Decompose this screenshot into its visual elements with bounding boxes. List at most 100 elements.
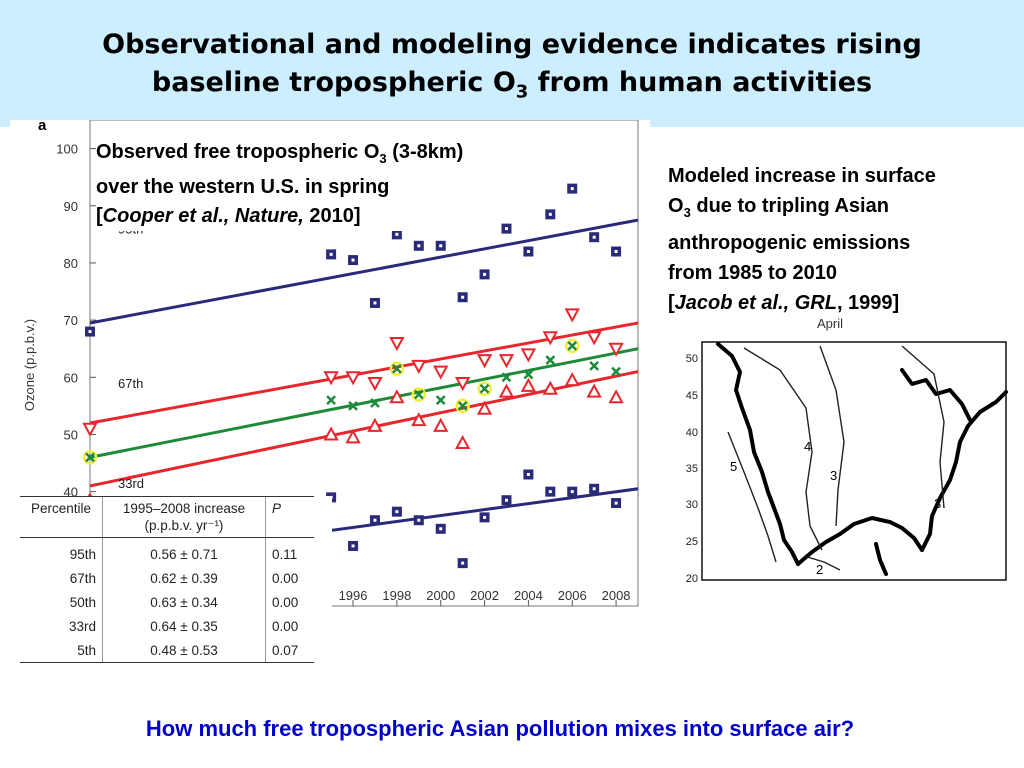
- panel-label: a: [38, 120, 47, 134]
- table-row: 95th 0.56 ± 0.71 0.11: [20, 537, 314, 566]
- data-point-33rd: [433, 417, 449, 432]
- x-tick-label: 2004: [514, 588, 543, 603]
- data-point-50th: [370, 398, 380, 408]
- data-point-center: [439, 244, 443, 248]
- data-point-67th: [520, 348, 537, 363]
- trend-line-50th: [89, 347, 639, 459]
- table-header-row: Percentile 1995–2008 increase (p.p.b.v. …: [20, 496, 314, 538]
- table-header-p: P: [265, 496, 314, 538]
- chart-caption-line-3: [Cooper et al., Nature, 2010]: [96, 202, 463, 231]
- x-tick-label: 1998: [382, 588, 411, 603]
- data-point-33rd: [345, 429, 361, 444]
- data-point-67th: [345, 371, 361, 386]
- data-point-50th: [611, 366, 621, 377]
- data-point-33rd: [608, 389, 624, 404]
- map-coastlines: [716, 342, 1008, 576]
- data-point-50th: [435, 395, 446, 406]
- data-point-33rd: [542, 380, 559, 395]
- table-cell-p: 0.00: [265, 614, 314, 638]
- data-point-center: [483, 272, 487, 276]
- data-point-center: [592, 487, 596, 491]
- trend-line-67th: [89, 321, 639, 425]
- data-point-center: [483, 515, 487, 519]
- table-header-p-text: P: [272, 501, 282, 516]
- y-tick-label: 70: [64, 313, 78, 328]
- data-point-50th: [545, 355, 556, 366]
- table-header-percentile: Percentile: [20, 496, 103, 538]
- data-point-67th: [564, 308, 580, 323]
- data-point-33rd: [498, 383, 515, 398]
- chart-caption-citation: Cooper et al., Nature,: [102, 205, 304, 227]
- data-point-ring: [411, 387, 427, 402]
- data-point-center: [373, 301, 377, 305]
- map-ytick-label: 30: [686, 499, 698, 511]
- title-line-2: baseline tropospheric O3 from human acti…: [0, 64, 1024, 111]
- data-point-50th: [391, 363, 402, 374]
- title-text-b: from human activities: [528, 67, 873, 98]
- contour-line: [803, 555, 841, 571]
- trend-table-panel: Percentile 1995–2008 increase (p.p.b.v. …: [20, 496, 332, 692]
- contour-line: [901, 345, 945, 509]
- data-point-ring: [82, 450, 98, 465]
- data-point-center: [395, 232, 399, 236]
- y-tick-label: 90: [64, 199, 78, 214]
- chart-caption-text-a: Observed free tropospheric O: [96, 141, 380, 163]
- data-point-center: [570, 490, 574, 494]
- table-cell-percentile: 5th: [20, 638, 103, 663]
- data-point-50th: [479, 383, 490, 394]
- x-tick-label: 2006: [558, 588, 587, 603]
- data-point-center: [373, 518, 377, 522]
- data-point-center: [417, 518, 421, 522]
- data-point-50th: [348, 400, 358, 411]
- contour-line: [727, 431, 777, 563]
- y-tick-label: 50: [64, 427, 78, 442]
- map-caption: Modeled increase in surface O3 due to tr…: [668, 161, 936, 318]
- y-tick-label: 80: [64, 256, 78, 271]
- map-caption-line-5: [Jacob et al., GRL, 1999]: [668, 288, 936, 318]
- map-caption-text-b: due to tripling Asian: [690, 195, 889, 217]
- data-point-center: [504, 498, 508, 502]
- data-point-33rd: [476, 400, 493, 415]
- data-point-33rd: [367, 417, 383, 432]
- map-season-label: April: [817, 316, 843, 331]
- chart-caption-text-b: (3-8km): [386, 141, 464, 163]
- data-point-33rd: [454, 434, 471, 450]
- data-point-50th: [85, 452, 95, 463]
- map-ytick-label: 40: [686, 427, 698, 439]
- data-point-67th: [389, 336, 405, 352]
- data-point-50th: [413, 389, 424, 400]
- map-ytick-label: 45: [686, 390, 698, 402]
- series-label: 67th: [118, 376, 143, 391]
- table-cell-p: 0.00: [265, 590, 314, 614]
- data-point-67th: [476, 354, 493, 369]
- title-text-a: baseline tropospheric O: [151, 67, 516, 98]
- bottom-question: How much free tropospheric Asian polluti…: [145, 716, 855, 741]
- map-ytick-label: 25: [686, 536, 698, 548]
- contour-label: 3: [830, 468, 837, 483]
- map-caption-line-4: from 1985 to 2010: [668, 262, 837, 284]
- map-ytick-label: 20: [686, 573, 698, 585]
- data-point-center: [351, 258, 355, 262]
- data-point-50th: [589, 360, 600, 371]
- great-lakes: [900, 368, 972, 422]
- x-tick-label: 1996: [339, 588, 368, 603]
- y-tick-label: 40: [64, 485, 78, 500]
- data-point-center: [461, 561, 465, 565]
- table-row: 50th 0.63 ± 0.34 0.00: [20, 590, 314, 614]
- data-point-50th: [501, 372, 512, 383]
- map-frame: [701, 341, 1007, 581]
- chart-caption-year: 2010]: [303, 205, 361, 227]
- data-point-67th: [608, 342, 624, 357]
- table-cell-p: 0.07: [265, 638, 314, 663]
- table-row: 5th 0.48 ± 0.53 0.07: [20, 638, 314, 663]
- map-caption-bracket: [: [668, 292, 675, 314]
- table-cell-increase: 0.63 ± 0.34: [102, 590, 266, 614]
- contour-label: 2: [816, 562, 823, 577]
- data-point-50th: [523, 369, 534, 380]
- contour-label: 5: [730, 459, 737, 474]
- data-point-center: [329, 252, 333, 256]
- data-point-center: [461, 295, 465, 299]
- table-cell-increase: 0.64 ± 0.35: [102, 614, 266, 638]
- data-point-center: [88, 330, 92, 334]
- table-cell-percentile: 33rd: [68, 618, 96, 634]
